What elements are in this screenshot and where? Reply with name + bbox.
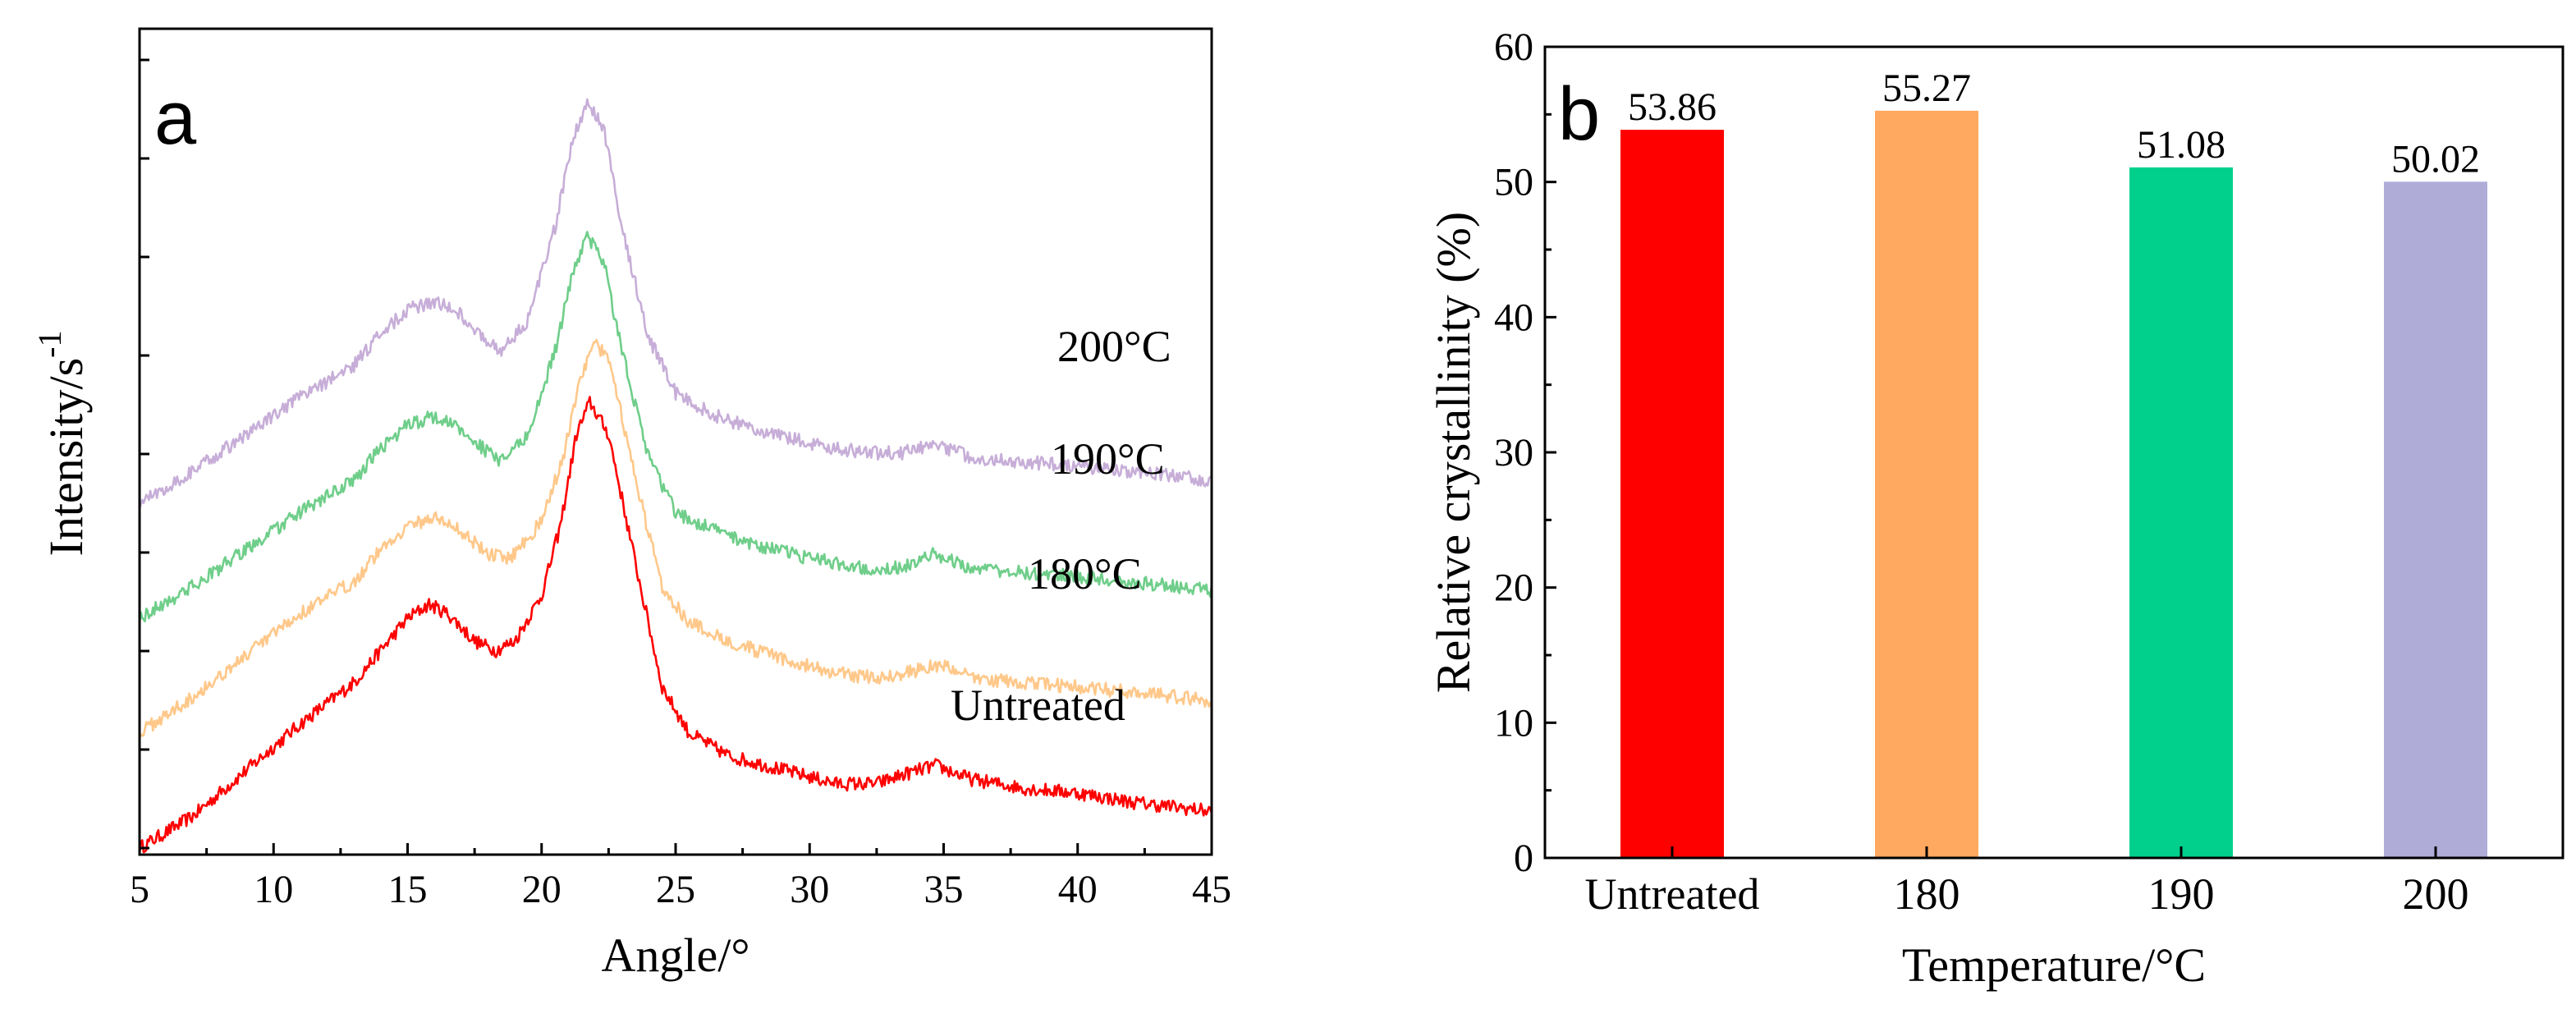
curve-label-200c: 200°C <box>1057 322 1171 371</box>
x-tick-label: 45 <box>1192 868 1231 911</box>
bar-190 <box>2129 167 2233 858</box>
curve-label-untreated: Untreated <box>951 681 1125 730</box>
panel-a-y-axis-label-main: Intensity/s <box>39 358 93 557</box>
x-tick-label: 15 <box>388 868 428 911</box>
y-tick-label: 40 <box>1494 296 1533 339</box>
x-tick-label-180: 180 <box>1894 869 1960 919</box>
panel-a-x-ticks: 5 10 15 20 25 30 35 40 45 <box>130 843 1231 911</box>
x-tick-label: 30 <box>790 868 829 911</box>
x-tick-label: 35 <box>924 868 964 911</box>
x-tick-label: 10 <box>254 868 293 911</box>
xrd-curves <box>138 98 1213 854</box>
panel-a-x-axis-label: Angle/° <box>601 929 749 982</box>
panel-b-y-axis-label: Relative crystallinity (%) <box>1427 212 1480 693</box>
x-tick-label-untreated: Untreated <box>1585 869 1760 919</box>
panel-b-y-ticks: 0 10 20 30 40 50 60 <box>1494 25 1556 880</box>
y-tick-label: 60 <box>1494 25 1533 69</box>
series-line-200-c <box>138 98 1212 509</box>
bar-200 <box>2384 181 2487 858</box>
x-tick-label-190: 190 <box>2148 869 2215 919</box>
bar-value-label-190: 51.08 <box>2137 123 2225 167</box>
panel-a-label: a <box>154 76 197 160</box>
y-tick-label: 10 <box>1494 701 1533 745</box>
panel-a-line-chart: 5 10 15 20 25 30 35 40 45 a Angle/° Intensity/s-… <box>31 27 1231 982</box>
panel-a-y-axis-label: Intensity/s-1 <box>31 331 93 557</box>
x-tick-label: 20 <box>522 868 561 911</box>
panel-b-x-ticks: Untreated 180 190 200 <box>1585 846 2469 919</box>
panel-a-y-ticks <box>140 58 149 850</box>
x-tick-label: 40 <box>1058 868 1098 911</box>
bar-untreated <box>1620 130 1724 858</box>
bar-value-label-200: 50.02 <box>2391 137 2480 181</box>
y-tick-label: 50 <box>1494 161 1533 204</box>
curve-label-190c: 190°C <box>1051 434 1165 484</box>
bar-value-label-180: 55.27 <box>1882 66 1971 110</box>
series-line-180-c <box>138 338 1213 739</box>
x-tick-label: 5 <box>130 868 149 911</box>
bar-180 <box>1875 110 1978 858</box>
y-tick-label: 30 <box>1494 431 1533 475</box>
series-line-untreated <box>138 396 1213 854</box>
bar-value-labels: 53.86 55.27 51.08 50.02 <box>1628 66 2480 181</box>
x-tick-label-200: 200 <box>2403 869 2469 919</box>
series-line-190-c <box>138 231 1213 624</box>
y-tick-label: 20 <box>1494 566 1533 610</box>
panel-a-y-axis-label-exponent: -1 <box>31 331 68 358</box>
panel-b-x-axis-label: Temperature/°C <box>1902 938 2206 992</box>
panel-b-label: b <box>1558 72 1600 156</box>
bar-value-label-untreated: 53.86 <box>1628 85 1717 129</box>
bars <box>1620 110 2487 858</box>
y-tick-label: 0 <box>1514 837 1533 880</box>
panel-b-bar-chart: 53.86 55.27 51.08 50.02 0 10 20 30 40 50 60 Untre… <box>1427 25 2565 992</box>
curve-label-180c: 180°C <box>1028 549 1142 598</box>
x-tick-label: 25 <box>656 868 695 911</box>
